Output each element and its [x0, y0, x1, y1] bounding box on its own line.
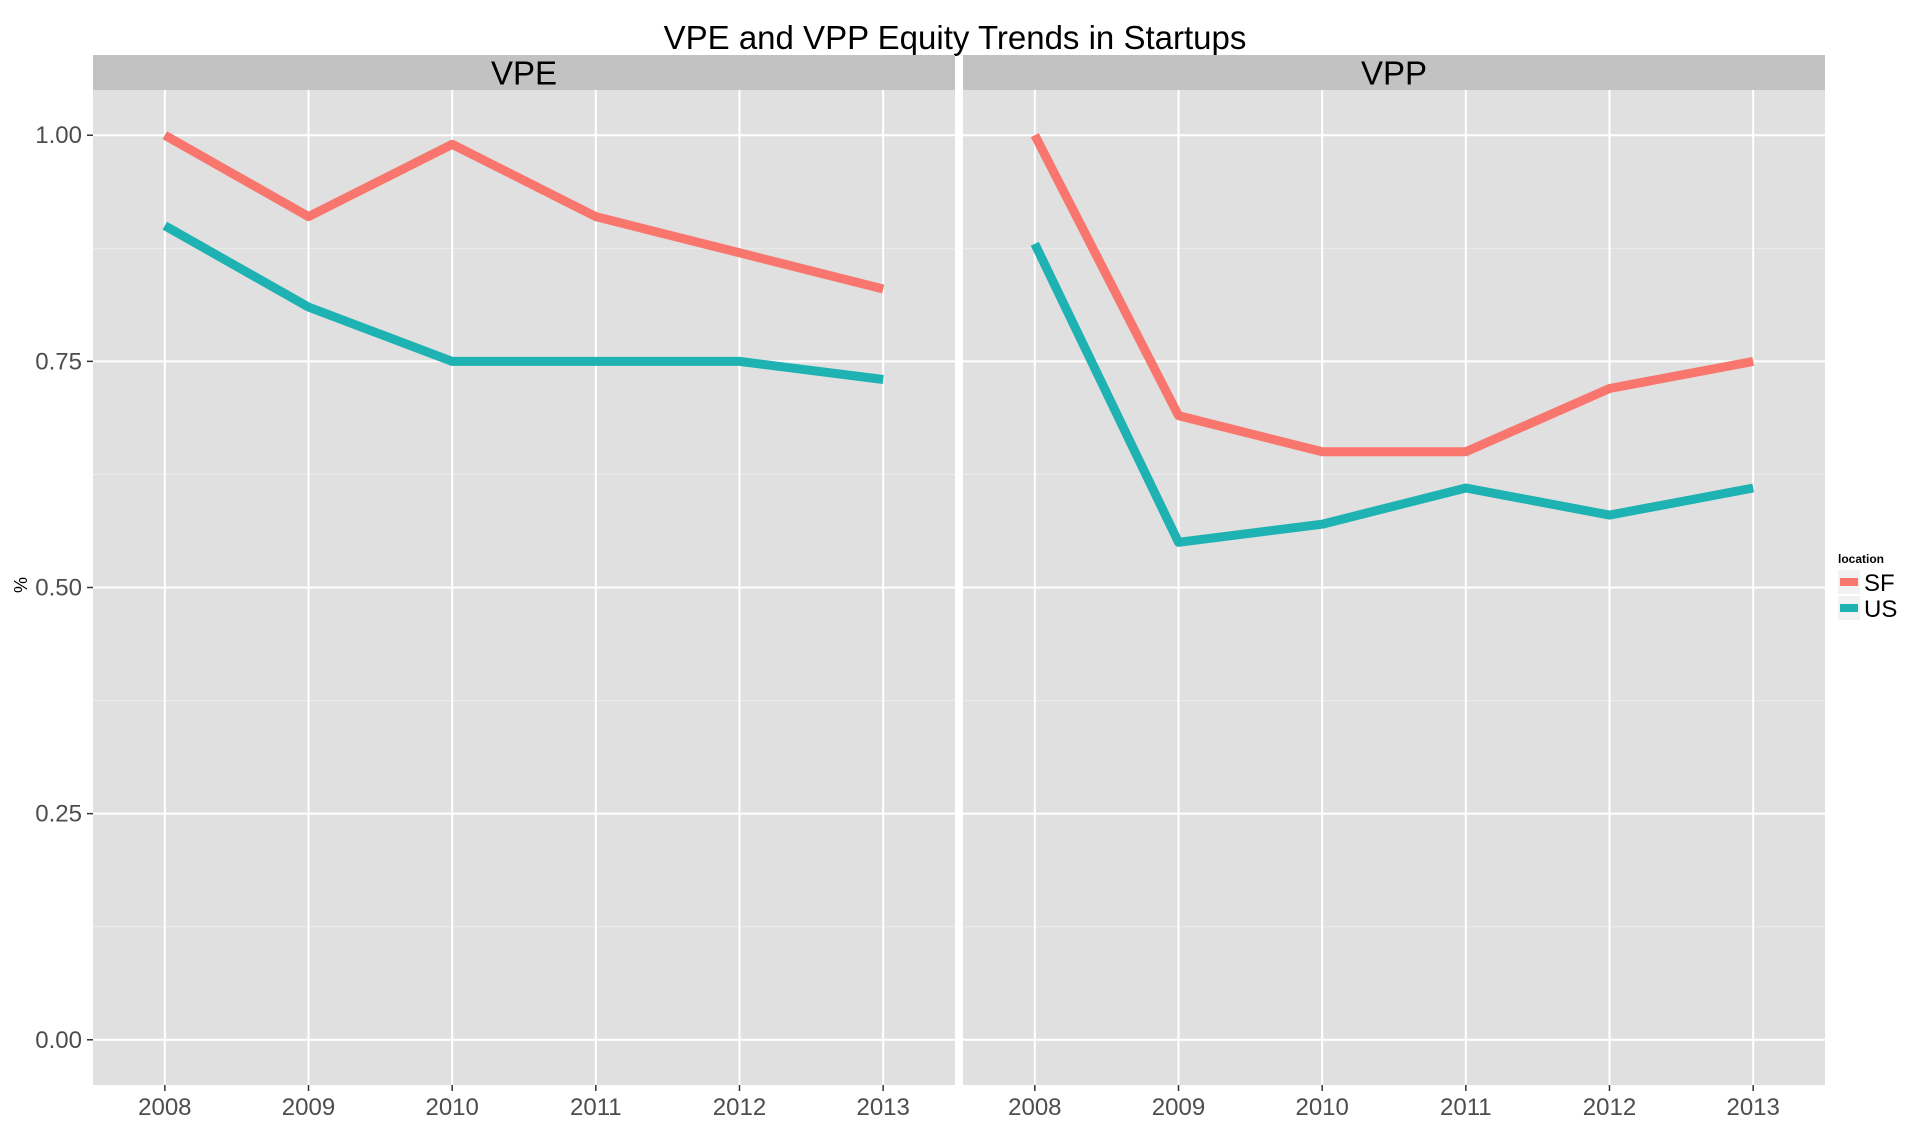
- x-tick-label: 2013: [856, 1094, 909, 1121]
- panel-vpe: VPE 2008 2009 2010 2011 2012 2013: [93, 55, 955, 1121]
- x-tick-label: 2010: [1295, 1094, 1348, 1121]
- y-axis-label: %: [11, 577, 31, 593]
- x-tick-label: 2012: [713, 1094, 766, 1121]
- x-tick-label: 2010: [425, 1094, 478, 1121]
- strip-label-vpe: VPE: [491, 55, 557, 92]
- legend-label-us: US: [1864, 596, 1897, 623]
- series-line-vpe-us: [162, 221, 884, 384]
- strip-background: [963, 55, 1825, 90]
- strip-background: [93, 55, 955, 90]
- y-tick-label: 1.00: [35, 122, 82, 149]
- panels: VPE 2008 2009 2010 2011 2012 2013 VPP 2008 2009 20…: [93, 55, 1825, 1121]
- x-tick-label: 2009: [1152, 1094, 1205, 1121]
- legend-title: location: [1838, 552, 1884, 566]
- x-tick-label: 2011: [1440, 1094, 1492, 1121]
- panel-vpp: VPP 2008 2009 2010 2011 2012 2013: [963, 55, 1825, 1121]
- y-tick-label: 0.25: [35, 801, 82, 828]
- x-tick-label: 2013: [1726, 1094, 1779, 1121]
- y-tick-label: 0.50: [35, 575, 82, 602]
- x-tick-label: 2012: [1583, 1094, 1636, 1121]
- series-line-vpe-sf: [162, 131, 885, 294]
- strip-label-vpp: VPP: [1361, 55, 1427, 92]
- y-tick-label: 0.75: [35, 348, 82, 375]
- x-tick-label: 2009: [282, 1094, 335, 1121]
- y-axis: 0.00 0.25 0.50 0.75 1.00: [35, 122, 93, 1054]
- y-tick-label: 0.00: [35, 1027, 82, 1054]
- series-line-vpp-sf: [1030, 133, 1755, 457]
- x-tick-label: 2008: [1008, 1094, 1061, 1121]
- series-line-vpp-us: [1030, 241, 1755, 547]
- legend-label-sf: SF: [1864, 570, 1895, 597]
- chart-title: VPE and VPP Equity Trends in Startups: [664, 19, 1247, 56]
- x-tick-label: 2011: [570, 1094, 622, 1121]
- x-tick-label: 2008: [138, 1094, 191, 1121]
